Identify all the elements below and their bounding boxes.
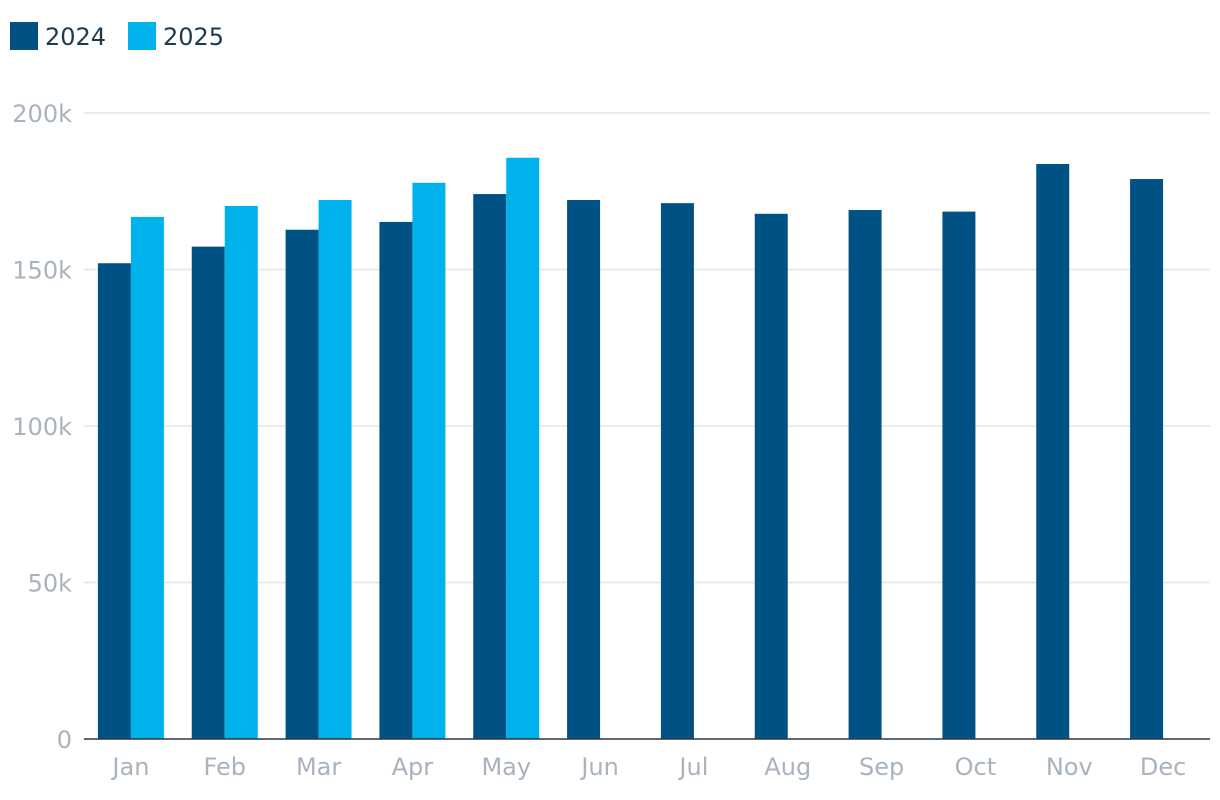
x-tick-label: May (481, 753, 531, 781)
bars (97, 157, 1164, 740)
x-tick-label: Jul (677, 753, 708, 781)
gridlines (84, 112, 1210, 584)
y-tick-label: 200k (12, 100, 72, 128)
bar-2024-nov (1036, 164, 1070, 740)
bar-2025-feb (224, 205, 258, 739)
x-tick-label: Sep (859, 753, 904, 781)
legend-swatch-2025 (128, 22, 156, 50)
bar-2024-dec (1130, 179, 1164, 740)
x-tick-label: Feb (204, 753, 247, 781)
bar-2024-jun (567, 200, 601, 739)
bar-2024-feb (191, 246, 225, 739)
bar-2025-mar (318, 200, 352, 739)
bar-2024-aug (754, 213, 788, 739)
y-tick-label: 50k (28, 570, 73, 598)
bar-2024-sep (848, 210, 882, 739)
y-tick-label: 0 (57, 726, 72, 754)
x-tick-label: Oct (955, 753, 997, 781)
legend-label-2024: 2024 (45, 23, 106, 51)
bar-2024-apr (379, 221, 413, 739)
bar-2024-jul (660, 203, 694, 740)
bar-2024-may (473, 194, 507, 739)
x-tick-label: Dec (1140, 753, 1186, 781)
x-tick-label: Apr (392, 753, 434, 781)
legend: 2024 2025 (10, 22, 224, 51)
x-tick-label: Aug (764, 753, 811, 781)
legend-label-2025: 2025 (163, 23, 224, 51)
bar-2024-mar (285, 229, 319, 739)
legend-swatch-2024 (10, 22, 38, 50)
x-tick-label: Mar (296, 753, 341, 781)
x-axis: Jan Feb Mar Apr May Jun Jul Aug Sep Oct Nov Dec (84, 738, 1210, 781)
y-tick-label: 150k (12, 257, 72, 285)
bar-2025-apr (412, 182, 446, 739)
bar-2024-oct (942, 211, 976, 740)
bar-2025-jan (130, 216, 164, 739)
x-tick-label: Jan (110, 753, 149, 781)
bar-2024-jan (97, 263, 131, 739)
y-axis: 0 50k 100k 150k 200k (12, 100, 72, 754)
bar-2025-may (506, 157, 540, 739)
x-tick-label: Jun (579, 753, 619, 781)
y-tick-label: 100k (12, 413, 72, 441)
x-tick-label: Nov (1046, 753, 1093, 781)
